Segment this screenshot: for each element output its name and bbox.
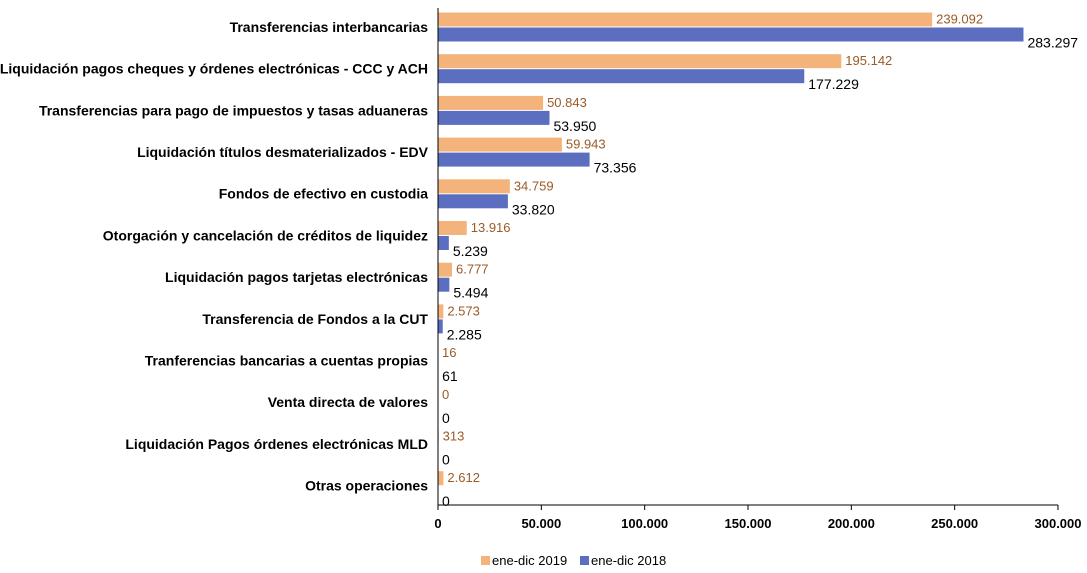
category-label: Tranferencias bancarias a cuentas propia… [145,352,428,368]
data-label-2018: 73.356 [594,160,637,176]
category-label: Fondos de efectivo en custodia [219,186,428,202]
x-tick-label: 250.000 [931,516,978,531]
data-label-2019: 2.573 [447,303,480,318]
data-label-2018: 61 [442,368,458,384]
data-label-2018: 0 [442,493,450,509]
bar-2018 [438,277,450,292]
data-label-2019: 239.092 [936,12,983,27]
data-label-2019: 195.142 [845,53,892,68]
bar-2018 [438,319,443,334]
legend-swatch [580,556,589,565]
bar-2019 [438,179,510,194]
bar-2018 [438,194,508,209]
data-label-2018: 283.297 [1027,35,1078,51]
legend-label: ene-dic 2018 [591,553,666,568]
bar-2019 [438,54,842,69]
bar-2019 [438,221,467,235]
bar-2018 [438,69,805,84]
bar-2018 [438,27,1024,42]
category-label: Transferencia de Fondos a la CUT [202,311,428,327]
data-label-2019: 59.943 [566,137,606,152]
data-label-2019: 6.777 [456,262,489,277]
data-label-2018: 5.494 [453,285,488,301]
category-label: Otras operaciones [305,478,428,494]
legend-swatch [481,556,490,565]
bar-2019 [438,262,453,277]
x-tick-label: 150.000 [725,516,772,531]
data-label-2018: 33.820 [512,201,555,217]
data-label-2018: 0 [442,410,450,426]
data-label-2019: 16 [442,345,456,360]
data-label-2018: 5.239 [453,243,488,259]
bar-2018 [438,110,550,125]
category-label: Liquidación pagos cheques y órdenes elec… [0,61,428,77]
data-label-2019: 2.612 [447,470,480,485]
category-label: Liquidación pagos tarjetas electrónicas [165,269,428,285]
category-label: Otorgación y cancelación de créditos de … [103,227,428,243]
bar-2019 [438,137,562,152]
data-label-2019: 0 [442,387,449,402]
x-tick-label: 50.000 [521,516,561,531]
data-label-2018: 53.950 [553,118,596,134]
category-label: Transferencias interbancarias [230,19,429,35]
data-label-2018: 2.285 [447,326,482,342]
x-tick-label: 200.000 [828,516,875,531]
data-label-2019: 50.843 [547,95,587,110]
category-label: Transferencias para pago de impuestos y … [39,102,428,118]
bar-2018 [438,236,449,250]
legend-label: ene-dic 2019 [492,553,567,568]
data-label-2018: 0 [442,452,450,468]
x-tick-label: 0 [434,516,441,531]
data-label-2019: 34.759 [514,178,554,193]
category-label: Liquidación Pagos órdenes electrónicas M… [125,436,428,452]
legend: ene-dic 2019 ene-dic 2018 [481,553,666,568]
bar-2019 [438,471,444,486]
x-tick-label: 100.000 [621,516,668,531]
category-label: Venta directa de valores [268,394,429,410]
x-tick-label: 300.000 [1035,516,1082,531]
data-label-2019: 13.916 [471,220,511,235]
data-label-2018: 177.229 [808,76,859,92]
data-label-2019: 313 [443,429,465,444]
bar-2019 [438,304,444,319]
bar-2019 [438,95,544,110]
category-label: Liquidación títulos desmaterializados - … [137,144,429,160]
bar-2018 [438,152,590,167]
bar-2019 [438,12,933,27]
